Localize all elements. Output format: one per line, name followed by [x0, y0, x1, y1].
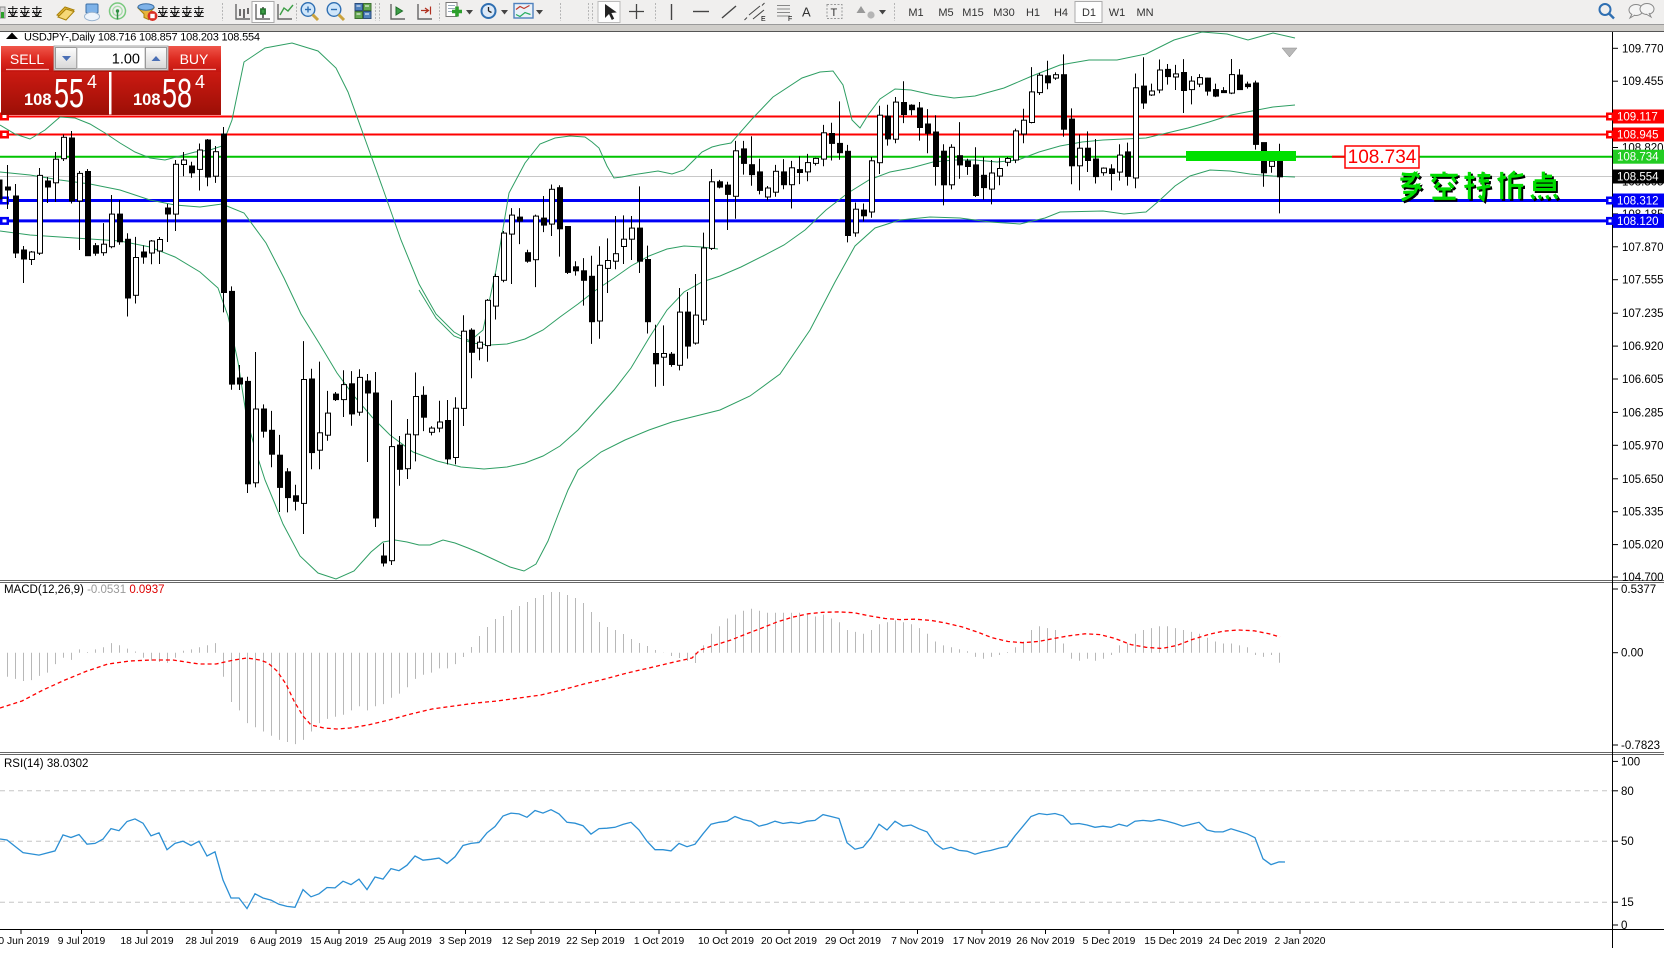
svg-text:106.920: 106.920 [1622, 341, 1664, 353]
svg-text:108.734: 108.734 [1617, 152, 1659, 164]
svg-text:25 Aug 2019: 25 Aug 2019 [374, 936, 432, 947]
svg-text:T: T [831, 7, 838, 19]
svg-text:6 Aug 2019: 6 Aug 2019 [250, 936, 302, 947]
svg-text:E: E [761, 16, 766, 23]
svg-text:15: 15 [1621, 897, 1634, 909]
svg-text:108.945: 108.945 [1617, 130, 1659, 142]
svg-text:18 Jul 2019: 18 Jul 2019 [120, 936, 174, 947]
svg-text:105.020: 105.020 [1622, 540, 1664, 552]
svg-text:USDJPY-,Daily 108.716 108.857: USDJPY-,Daily 108.716 108.857 108.203 10… [24, 32, 260, 44]
svg-text:100: 100 [1621, 756, 1640, 768]
svg-text:50: 50 [1621, 836, 1634, 848]
svg-text:MACD(12,26,9) -0.0531 0.0937: MACD(12,26,9) -0.0531 0.0937 [4, 584, 165, 596]
svg-text:106.605: 106.605 [1622, 374, 1664, 386]
svg-text:M1: M1 [908, 7, 923, 19]
svg-text:1.00: 1.00 [112, 52, 140, 68]
svg-text:22 Sep 2019: 22 Sep 2019 [566, 936, 625, 947]
svg-text:26 Nov 2019: 26 Nov 2019 [1016, 936, 1075, 947]
svg-text:BUY: BUY [180, 51, 209, 67]
svg-text:106.285: 106.285 [1622, 407, 1664, 419]
svg-text:0.00: 0.00 [1621, 648, 1643, 660]
svg-text:108: 108 [24, 91, 52, 109]
svg-text:7 Nov 2019: 7 Nov 2019 [891, 936, 944, 947]
svg-text:108.554: 108.554 [1617, 172, 1659, 184]
svg-text:9 Jul 2019: 9 Jul 2019 [58, 936, 106, 947]
svg-text:RSI(14) 38.0302: RSI(14) 38.0302 [4, 758, 88, 770]
svg-text:H4: H4 [1054, 7, 1068, 19]
svg-text:-0.7823: -0.7823 [1621, 740, 1660, 752]
svg-text:108.734: 108.734 [1348, 147, 1417, 168]
svg-text:W1: W1 [1109, 7, 1126, 19]
svg-text:109.117: 109.117 [1617, 112, 1658, 124]
svg-text:108.312: 108.312 [1617, 196, 1659, 208]
svg-text:1 Oct 2019: 1 Oct 2019 [634, 936, 685, 947]
svg-text:D1: D1 [1082, 7, 1096, 19]
svg-text:107.235: 107.235 [1622, 308, 1664, 320]
svg-text:55: 55 [54, 72, 84, 117]
svg-text:107.870: 107.870 [1622, 242, 1664, 254]
svg-text:108: 108 [133, 91, 161, 109]
svg-text:H1: H1 [1026, 7, 1040, 19]
svg-text:4: 4 [87, 72, 97, 92]
svg-text:5 Dec 2019: 5 Dec 2019 [1083, 936, 1136, 947]
svg-text:107.555: 107.555 [1622, 275, 1664, 287]
svg-text:SELL: SELL [10, 51, 44, 67]
svg-text:M30: M30 [993, 7, 1014, 19]
svg-text:2 Jan 2020: 2 Jan 2020 [1275, 936, 1326, 947]
svg-text:4: 4 [195, 72, 205, 92]
svg-text:80: 80 [1621, 786, 1634, 798]
svg-text:20 Oct 2019: 20 Oct 2019 [761, 936, 817, 947]
svg-text:105.970: 105.970 [1622, 440, 1664, 452]
svg-text:A: A [802, 5, 811, 20]
svg-text:MN: MN [1136, 7, 1153, 19]
svg-text:15 Dec 2019: 15 Dec 2019 [1144, 936, 1203, 947]
svg-text:58: 58 [162, 72, 192, 117]
svg-text:F: F [788, 16, 792, 23]
svg-text:28 Jul 2019: 28 Jul 2019 [185, 936, 239, 947]
svg-text:0: 0 [1621, 920, 1627, 932]
svg-text:3 Sep 2019: 3 Sep 2019 [439, 936, 492, 947]
svg-text:108.120: 108.120 [1617, 216, 1659, 228]
svg-text:29 Oct 2019: 29 Oct 2019 [825, 936, 881, 947]
svg-text:109.770: 109.770 [1622, 43, 1664, 55]
svg-text:24 Dec 2019: 24 Dec 2019 [1209, 936, 1268, 947]
svg-text:104.700: 104.700 [1622, 572, 1664, 584]
svg-text:M15: M15 [962, 7, 983, 19]
svg-text:M5: M5 [938, 7, 953, 19]
svg-text:10 Oct 2019: 10 Oct 2019 [698, 936, 754, 947]
svg-text:15 Aug 2019: 15 Aug 2019 [310, 936, 368, 947]
svg-text:17 Nov 2019: 17 Nov 2019 [953, 936, 1012, 947]
svg-text:109.455: 109.455 [1622, 76, 1664, 88]
svg-text:105.335: 105.335 [1622, 507, 1664, 519]
svg-text:30 Jun 2019: 30 Jun 2019 [0, 936, 50, 947]
svg-text:0.5377: 0.5377 [1621, 584, 1656, 596]
svg-text:105.650: 105.650 [1622, 474, 1664, 486]
svg-text:12 Sep 2019: 12 Sep 2019 [502, 936, 561, 947]
